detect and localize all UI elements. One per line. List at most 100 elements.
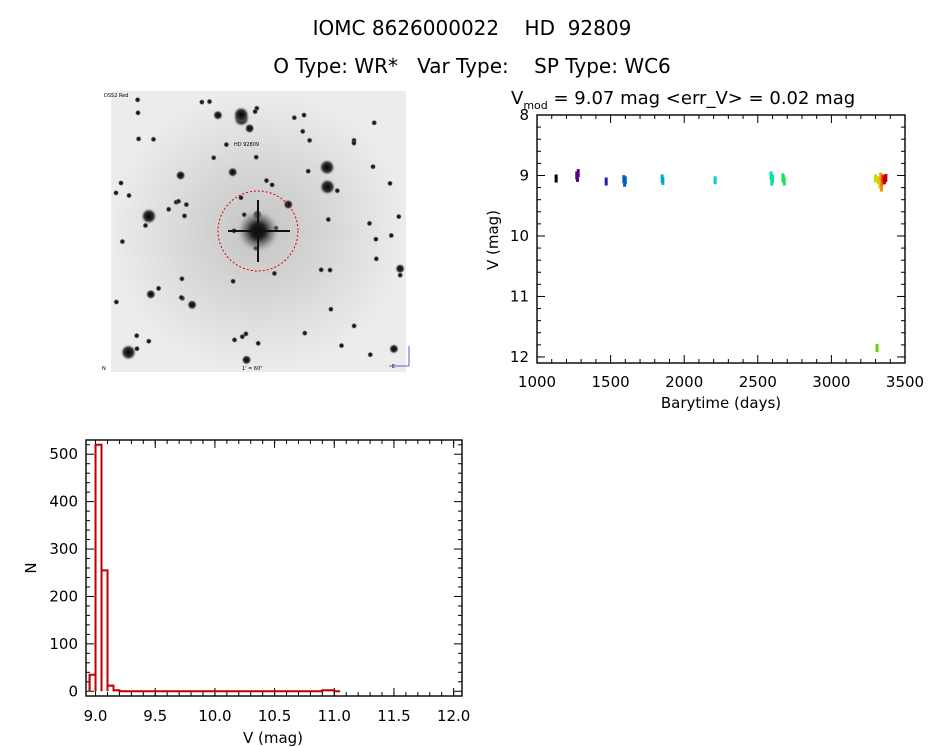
lc-title-sub: mod xyxy=(523,99,547,112)
hist-ticks: 9.0 9.5 10.0 10.5 11.0 11.5 12.0 0 100 200 300 400 5… xyxy=(49,440,470,725)
field-star xyxy=(327,267,333,274)
field-star xyxy=(319,178,336,195)
field-star xyxy=(255,340,262,347)
field-star xyxy=(142,222,149,229)
field-star xyxy=(372,236,379,243)
lc-xtick-label: 2000 xyxy=(665,373,703,391)
field-star xyxy=(239,333,246,340)
field-star xyxy=(395,263,406,274)
field-star xyxy=(212,110,223,121)
field-star xyxy=(135,109,141,116)
hist-ylabel: N xyxy=(22,562,40,573)
field-star xyxy=(366,220,373,227)
field-star xyxy=(283,199,294,210)
field-stars xyxy=(113,96,406,365)
lc-point xyxy=(661,176,665,185)
lc-ytick-label: 12 xyxy=(510,348,529,366)
lc-title: Vmod = 9.07 mag <err_V> = 0.02 mag xyxy=(511,88,855,112)
lc-point xyxy=(879,183,883,192)
field-star xyxy=(140,208,157,225)
lc-ytick-label: 11 xyxy=(510,287,529,305)
field-star xyxy=(305,168,312,175)
lc-point xyxy=(875,343,879,352)
lc-ylabel: V (mag) xyxy=(484,210,502,270)
field-star xyxy=(165,206,172,213)
hist-bars xyxy=(88,443,341,693)
image-label-top-left: DSS2 Red xyxy=(104,93,128,99)
field-star xyxy=(351,322,358,329)
field-star xyxy=(371,119,378,126)
field-star xyxy=(135,135,142,142)
lc-point xyxy=(713,176,717,185)
lc-xtick-label: 1500 xyxy=(592,373,630,391)
hist-ytick-label: 500 xyxy=(49,445,78,463)
hist-xtick-label: 9.5 xyxy=(143,707,167,725)
star-identifier-title: IOMC 8626000022 HD 92809 xyxy=(312,16,632,40)
field-star xyxy=(187,299,198,310)
field-star xyxy=(263,177,270,184)
field-star xyxy=(301,112,307,119)
hist-outline xyxy=(88,443,341,693)
field-star xyxy=(319,159,336,176)
field-star xyxy=(397,272,404,279)
lc-ytick-label: 8 xyxy=(519,106,529,124)
field-star xyxy=(271,270,278,277)
field-star xyxy=(299,128,306,135)
hist-xtick-label: 11.5 xyxy=(377,707,410,725)
hist-xtick-label: 11.0 xyxy=(318,707,351,725)
field-star xyxy=(183,201,190,208)
lc-point xyxy=(874,174,878,183)
field-star xyxy=(181,212,188,219)
sky-image-panel: DSS2 Red HD 92809 N 1' = 60" E xyxy=(102,91,410,372)
field-star xyxy=(113,189,119,196)
hist-xtick-label: 10.5 xyxy=(258,707,291,725)
lc-points xyxy=(554,169,888,352)
field-star xyxy=(120,344,137,361)
field-star xyxy=(175,198,182,205)
lc-ytick-label: 10 xyxy=(510,227,529,245)
field-star xyxy=(223,141,230,148)
field-star xyxy=(206,98,213,105)
field-star xyxy=(134,345,140,352)
target-circle xyxy=(217,190,299,272)
field-star xyxy=(145,289,156,300)
field-star xyxy=(119,238,126,245)
lc-point xyxy=(576,169,580,178)
hist-ytick-label: 300 xyxy=(49,540,78,558)
field-star xyxy=(155,285,162,292)
field-star xyxy=(238,194,244,201)
lc-point xyxy=(623,176,627,185)
field-star xyxy=(241,354,252,365)
lc-title-v: V xyxy=(511,88,524,109)
lc-ytick-label: 9 xyxy=(519,166,529,184)
lc-point xyxy=(604,177,608,186)
field-star xyxy=(178,275,185,282)
lc-axes-frame xyxy=(536,114,906,364)
field-star xyxy=(113,299,120,305)
field-star xyxy=(334,187,341,194)
field-star xyxy=(291,114,298,121)
image-label-north: N xyxy=(102,366,106,372)
field-star xyxy=(388,343,399,354)
hist-xlabel: V (mag) xyxy=(243,729,303,747)
hist-xtick-label: 12.0 xyxy=(437,707,470,725)
field-star xyxy=(327,306,334,313)
field-star xyxy=(178,294,185,301)
field-star xyxy=(269,181,276,188)
histogram-plot: 9.0 9.5 10.0 10.5 11.0 11.5 12.0 0 100 200 300 400 5… xyxy=(22,439,470,747)
hist-xtick-label: 9.0 xyxy=(84,707,108,725)
field-star xyxy=(388,232,395,239)
field-star xyxy=(145,338,152,345)
field-star xyxy=(252,108,259,115)
field-star xyxy=(306,137,313,144)
lc-title-rest: = 9.07 mag <err_V> = 0.02 mag xyxy=(548,88,855,109)
lc-point xyxy=(554,174,558,183)
field-star xyxy=(133,332,140,339)
hist-ytick-label: 0 xyxy=(68,682,78,700)
field-star xyxy=(134,96,141,103)
field-star xyxy=(395,213,402,220)
field-star xyxy=(118,180,124,186)
field-star xyxy=(301,330,308,337)
lc-xtick-label: 3500 xyxy=(886,373,924,391)
